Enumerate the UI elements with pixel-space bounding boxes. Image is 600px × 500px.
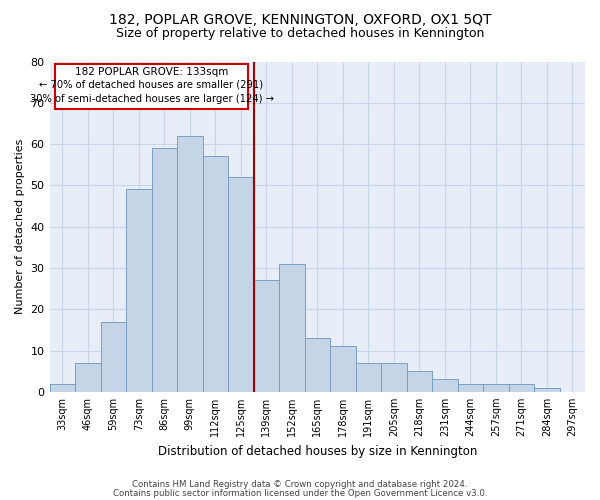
Text: ← 70% of detached houses are smaller (291): ← 70% of detached houses are smaller (29… bbox=[40, 79, 263, 89]
Bar bbox=[381, 363, 407, 392]
Bar bbox=[177, 136, 203, 392]
Bar bbox=[330, 346, 356, 392]
Bar bbox=[126, 190, 152, 392]
Text: 182 POPLAR GROVE: 133sqm: 182 POPLAR GROVE: 133sqm bbox=[75, 67, 228, 77]
X-axis label: Distribution of detached houses by size in Kennington: Distribution of detached houses by size … bbox=[158, 444, 477, 458]
Text: 182, POPLAR GROVE, KENNINGTON, OXFORD, OX1 5QT: 182, POPLAR GROVE, KENNINGTON, OXFORD, O… bbox=[109, 12, 491, 26]
Bar bbox=[356, 363, 381, 392]
Text: Size of property relative to detached houses in Kennington: Size of property relative to detached ho… bbox=[116, 28, 484, 40]
Bar bbox=[305, 338, 330, 392]
Bar bbox=[101, 322, 126, 392]
Bar bbox=[458, 384, 483, 392]
Bar bbox=[152, 148, 177, 392]
Bar bbox=[55, 64, 248, 109]
Bar bbox=[279, 264, 305, 392]
Bar bbox=[483, 384, 509, 392]
Bar bbox=[50, 384, 75, 392]
Text: Contains HM Land Registry data © Crown copyright and database right 2024.: Contains HM Land Registry data © Crown c… bbox=[132, 480, 468, 489]
Text: Contains public sector information licensed under the Open Government Licence v3: Contains public sector information licen… bbox=[113, 489, 487, 498]
Bar bbox=[432, 380, 458, 392]
Bar bbox=[203, 156, 228, 392]
Bar bbox=[254, 280, 279, 392]
Bar bbox=[509, 384, 534, 392]
Bar bbox=[75, 363, 101, 392]
Bar bbox=[228, 177, 254, 392]
Bar bbox=[407, 371, 432, 392]
Text: 30% of semi-detached houses are larger (124) →: 30% of semi-detached houses are larger (… bbox=[29, 94, 274, 104]
Bar bbox=[534, 388, 560, 392]
Y-axis label: Number of detached properties: Number of detached properties bbox=[15, 139, 25, 314]
